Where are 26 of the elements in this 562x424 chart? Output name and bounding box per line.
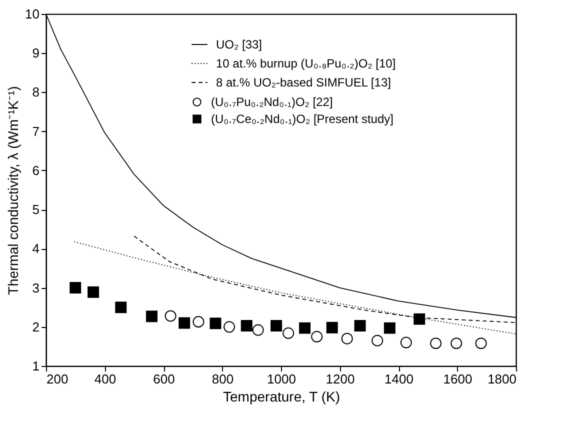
y-axis-title: Thermal conductivity, λ (Wm⁻¹K⁻¹) (5, 86, 22, 295)
x-tick-label: 800 (212, 372, 234, 386)
x-axis-title: Temperature, T (K) (223, 388, 340, 404)
x-tick-label: 400 (94, 372, 116, 386)
legend-label: (U₀.₇Pu₀.₂Nd₀.₁)O₂ [22] (211, 95, 333, 109)
y-tick-label: 9 (32, 46, 40, 61)
x-tick-label: 1400 (384, 372, 414, 386)
y-tick-label: 7 (32, 124, 40, 139)
x-tick-label: 1200 (326, 372, 355, 386)
legend-label: (U₀.₇Ce₀.₂Nd₀.₁)O₂ [Present study] (211, 112, 394, 126)
x-tick-label: 200 (46, 372, 68, 386)
y-tick-label: 8 (32, 84, 40, 100)
x-tick-label: 600 (153, 372, 175, 386)
y-tick-label: 10 (25, 6, 40, 22)
y-tick-label: 4 (32, 241, 40, 256)
x-tick-label: 1000 (267, 372, 296, 386)
legend-label: UO₂ [33] (216, 38, 262, 52)
legend-label: 8 at.% UO₂-based SIMFUEL [13] (216, 76, 391, 90)
y-tick-label: 6 (32, 162, 40, 178)
legend-label: 10 at.% burnup (U₀.₈Pu₀.₂)O₂ [10] (216, 56, 396, 70)
y-tick-label: 1 (32, 358, 40, 374)
y-tick-label: 3 (32, 280, 40, 296)
y-tick-label: 5 (32, 202, 40, 218)
x-tick-label: 1600 (443, 372, 472, 386)
y-tick-label: 2 (32, 319, 40, 334)
x-tick-label: 1800 (488, 372, 516, 386)
